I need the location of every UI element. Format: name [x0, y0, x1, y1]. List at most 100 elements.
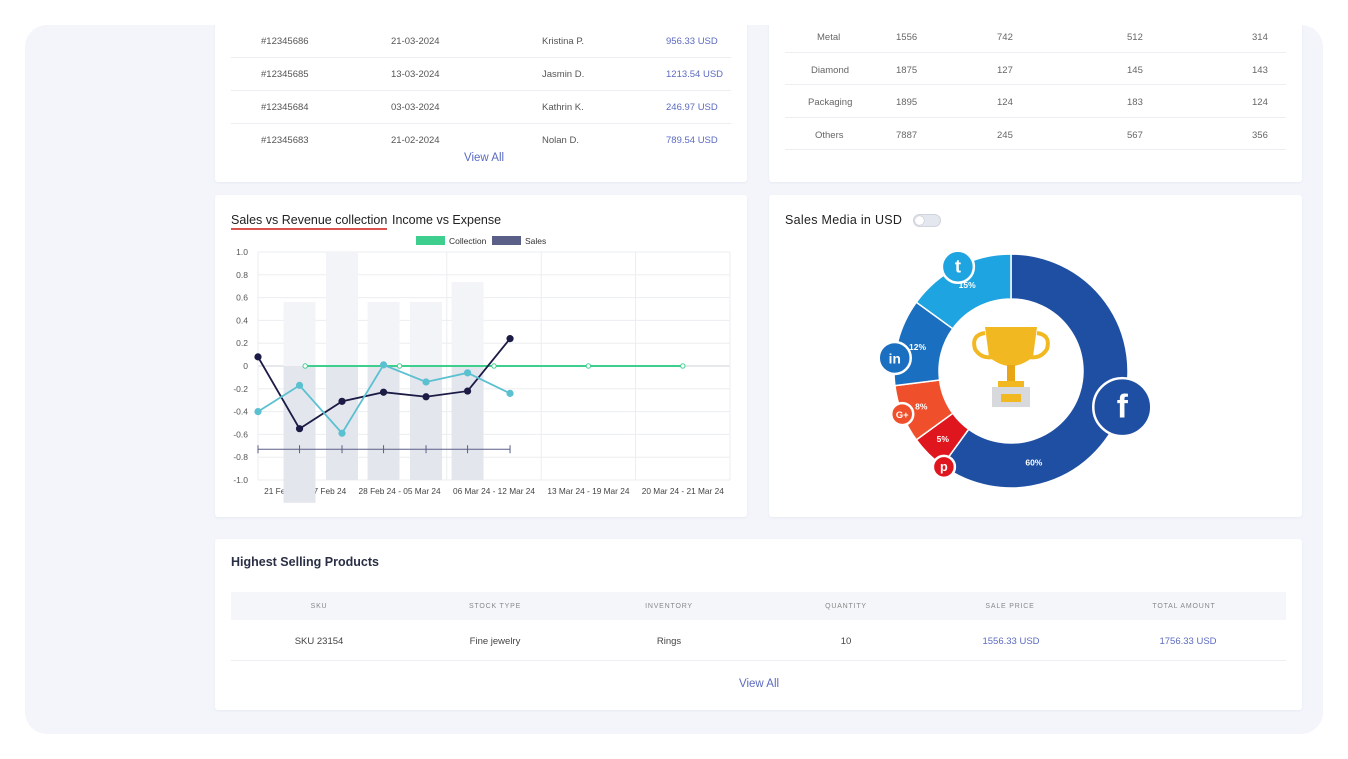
sales-revenue-line-chart: Collection Sales 1.0 0.8 0.6 0.4 0.2 0 -0.2 -0.4 -… — [233, 236, 731, 503]
icon-glyph: f — [1117, 389, 1129, 426]
customer-name: Jasmin D. — [542, 69, 585, 80]
material-value: 742 — [997, 32, 1013, 43]
orders-view-all-link[interactable]: View All — [464, 152, 505, 164]
order-id: #12345686 — [261, 36, 309, 47]
trophy-base-top — [998, 381, 1024, 387]
column-header-sale-price[interactable]: SALE PRICE — [985, 603, 1035, 610]
y-tick-label: -0.8 — [233, 452, 248, 462]
data-point — [506, 389, 514, 397]
x-tick-label: 28 Feb 24 - 05 Mar 24 — [359, 486, 441, 496]
material-value: 1875 — [896, 64, 918, 76]
table-row[interactable]: Metal 1556 742 512 314 — [785, 25, 1286, 53]
table-row[interactable]: Packaging 1895 124 183 124 — [785, 85, 1286, 118]
slice-label: 15% — [959, 280, 976, 290]
material-value: 245 — [997, 129, 1013, 141]
table-row[interactable]: #12345686 21-03-2024 Kristina P. 956.33 … — [231, 25, 731, 58]
material-name: Metal — [817, 32, 841, 43]
data-point — [338, 397, 346, 405]
data-point — [422, 393, 430, 401]
table-row[interactable]: Others 7887 245 567 356 — [785, 118, 1286, 150]
material-value: 567 — [1127, 129, 1143, 141]
x-tick-label: 20 Mar 24 - 21 Mar 24 — [642, 486, 724, 496]
bar — [367, 366, 400, 480]
bar-background — [451, 282, 484, 366]
product-inventory: Rings — [656, 636, 682, 647]
twitter-icon: t — [940, 249, 976, 285]
data-point — [338, 429, 346, 437]
column-header-sku[interactable]: SKU — [310, 603, 328, 610]
products-table-header: SKU STOCK TYPE INVENTORY QUANTITY SALE P… — [231, 592, 1286, 620]
table-row[interactable]: Diamond 1875 127 145 143 — [785, 53, 1286, 85]
column-header-total-amount[interactable]: TOTAL AMOUNT — [1152, 603, 1216, 610]
y-tick-label: -0.6 — [233, 429, 248, 439]
product-total-amount: 1756.33 USD — [1159, 636, 1217, 647]
y-tick-label: 1.0 — [236, 247, 248, 257]
material-value: 314 — [1252, 32, 1268, 43]
order-amount: 956.33 USD — [666, 36, 718, 47]
usd-toggle[interactable] — [913, 214, 941, 227]
material-value: 183 — [1127, 97, 1143, 108]
products-view-all-link[interactable]: View All — [739, 678, 780, 690]
y-tick-label: 0.2 — [236, 338, 248, 348]
product-sku: SKU 23154 — [294, 636, 344, 647]
data-point — [254, 408, 262, 416]
data-point — [379, 388, 388, 396]
chart-legend: Collection Sales — [416, 236, 546, 246]
material-value: 124 — [1252, 97, 1268, 108]
y-tick-label: 0.6 — [236, 293, 248, 303]
order-amount: 789.54 USD — [666, 135, 718, 146]
data-point — [396, 363, 403, 369]
y-tick-label: -0.2 — [233, 384, 248, 394]
customer-name: Nolan D. — [542, 135, 579, 146]
order-date: 21-02-2024 — [391, 135, 440, 146]
tab-sales-vs-revenue[interactable]: Sales vs Revenue collection — [231, 213, 388, 230]
column-header-inventory[interactable]: INVENTORY — [645, 603, 693, 610]
slice-label: 8% — [915, 402, 928, 412]
order-date: 21-03-2024 — [391, 36, 440, 47]
data-point — [254, 353, 262, 361]
order-id: #12345685 — [261, 69, 309, 80]
order-id: #12345684 — [261, 102, 309, 113]
product-sale-price: 1556.33 USD — [982, 636, 1040, 647]
data-point — [295, 381, 304, 389]
legend-label: Collection — [449, 236, 487, 246]
material-name: Others — [815, 129, 844, 141]
data-point — [295, 425, 304, 433]
trophy-handle — [1028, 331, 1050, 360]
materials-table-card: Metal 1556 742 512 314 Diamond 1875 127 … — [769, 25, 1302, 182]
icon-bubble — [940, 249, 976, 285]
y-tick-label: 0 — [243, 361, 248, 371]
legend-swatch — [416, 236, 445, 245]
material-value: 145 — [1127, 64, 1143, 76]
data-point — [463, 369, 472, 377]
trophy-plaque — [1001, 394, 1021, 402]
slice-label: 60% — [1025, 458, 1042, 468]
data-point — [680, 363, 686, 369]
bar-background — [326, 252, 359, 366]
trophy-stem — [1007, 365, 1015, 381]
legend-swatch — [492, 236, 521, 245]
customer-name: Kathrin K. — [542, 102, 584, 113]
table-row[interactable]: #12345684 03-03-2024 Kathrin K. 246.97 U… — [231, 91, 731, 124]
icon-glyph: t — [955, 256, 961, 277]
material-value: 127 — [997, 64, 1013, 76]
slice-label: 12% — [909, 342, 926, 352]
icon-glyph: p — [940, 460, 948, 474]
order-amount: 1213.54 USD — [666, 69, 724, 80]
product-quantity: 10 — [840, 636, 852, 647]
material-value: 1556 — [896, 32, 918, 43]
column-header-stock-type[interactable]: STOCK TYPE — [468, 603, 522, 610]
table-row[interactable]: #12345685 13-03-2024 Jasmin D. 1213.54 U… — [231, 58, 731, 91]
error-bar — [257, 445, 511, 454]
bar-background — [283, 302, 316, 366]
tab-income-vs-expense[interactable]: Income vs Expense — [392, 213, 502, 227]
icon-glyph: in — [889, 352, 901, 367]
y-tick-label: -0.4 — [233, 407, 248, 417]
table-row[interactable]: SKU 23154 Fine jewelry Rings 10 1556.33 … — [231, 621, 1286, 661]
table-row[interactable]: #12345683 21-02-2024 Nolan D. 789.54 USD — [231, 124, 731, 157]
column-header-quantity[interactable]: QUANTITY — [825, 603, 867, 610]
bar-background — [410, 302, 443, 366]
data-point — [379, 361, 388, 369]
data-point — [491, 363, 497, 369]
y-tick-label: -1.0 — [233, 475, 248, 485]
